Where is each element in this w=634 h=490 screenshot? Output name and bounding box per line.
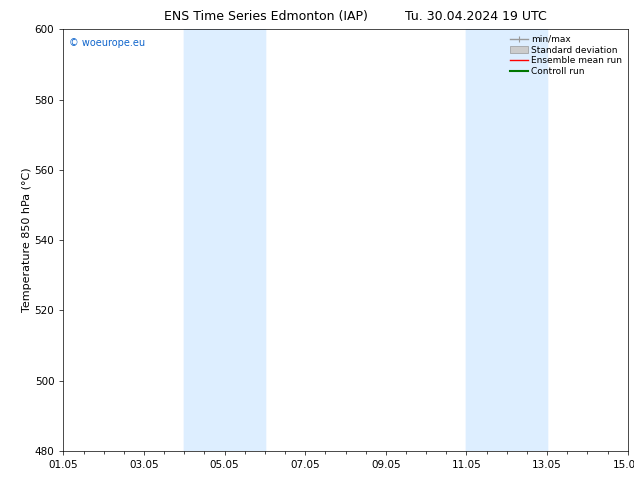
Bar (224, 29, 265, 451)
Bar (184, 29, 224, 451)
Text: © woeurope.eu: © woeurope.eu (69, 38, 145, 48)
Text: Tu. 30.04.2024 19 UTC: Tu. 30.04.2024 19 UTC (404, 10, 547, 23)
Legend: min/max, Standard deviation, Ensemble mean run, Controll run: min/max, Standard deviation, Ensemble me… (507, 32, 625, 79)
Bar (467, 29, 507, 451)
Bar (467, 29, 547, 451)
Bar (184, 29, 265, 451)
Text: ENS Time Series Edmonton (IAP): ENS Time Series Edmonton (IAP) (164, 10, 368, 23)
Y-axis label: Temperature 850 hPa (°C): Temperature 850 hPa (°C) (22, 168, 32, 313)
Bar (507, 29, 547, 451)
